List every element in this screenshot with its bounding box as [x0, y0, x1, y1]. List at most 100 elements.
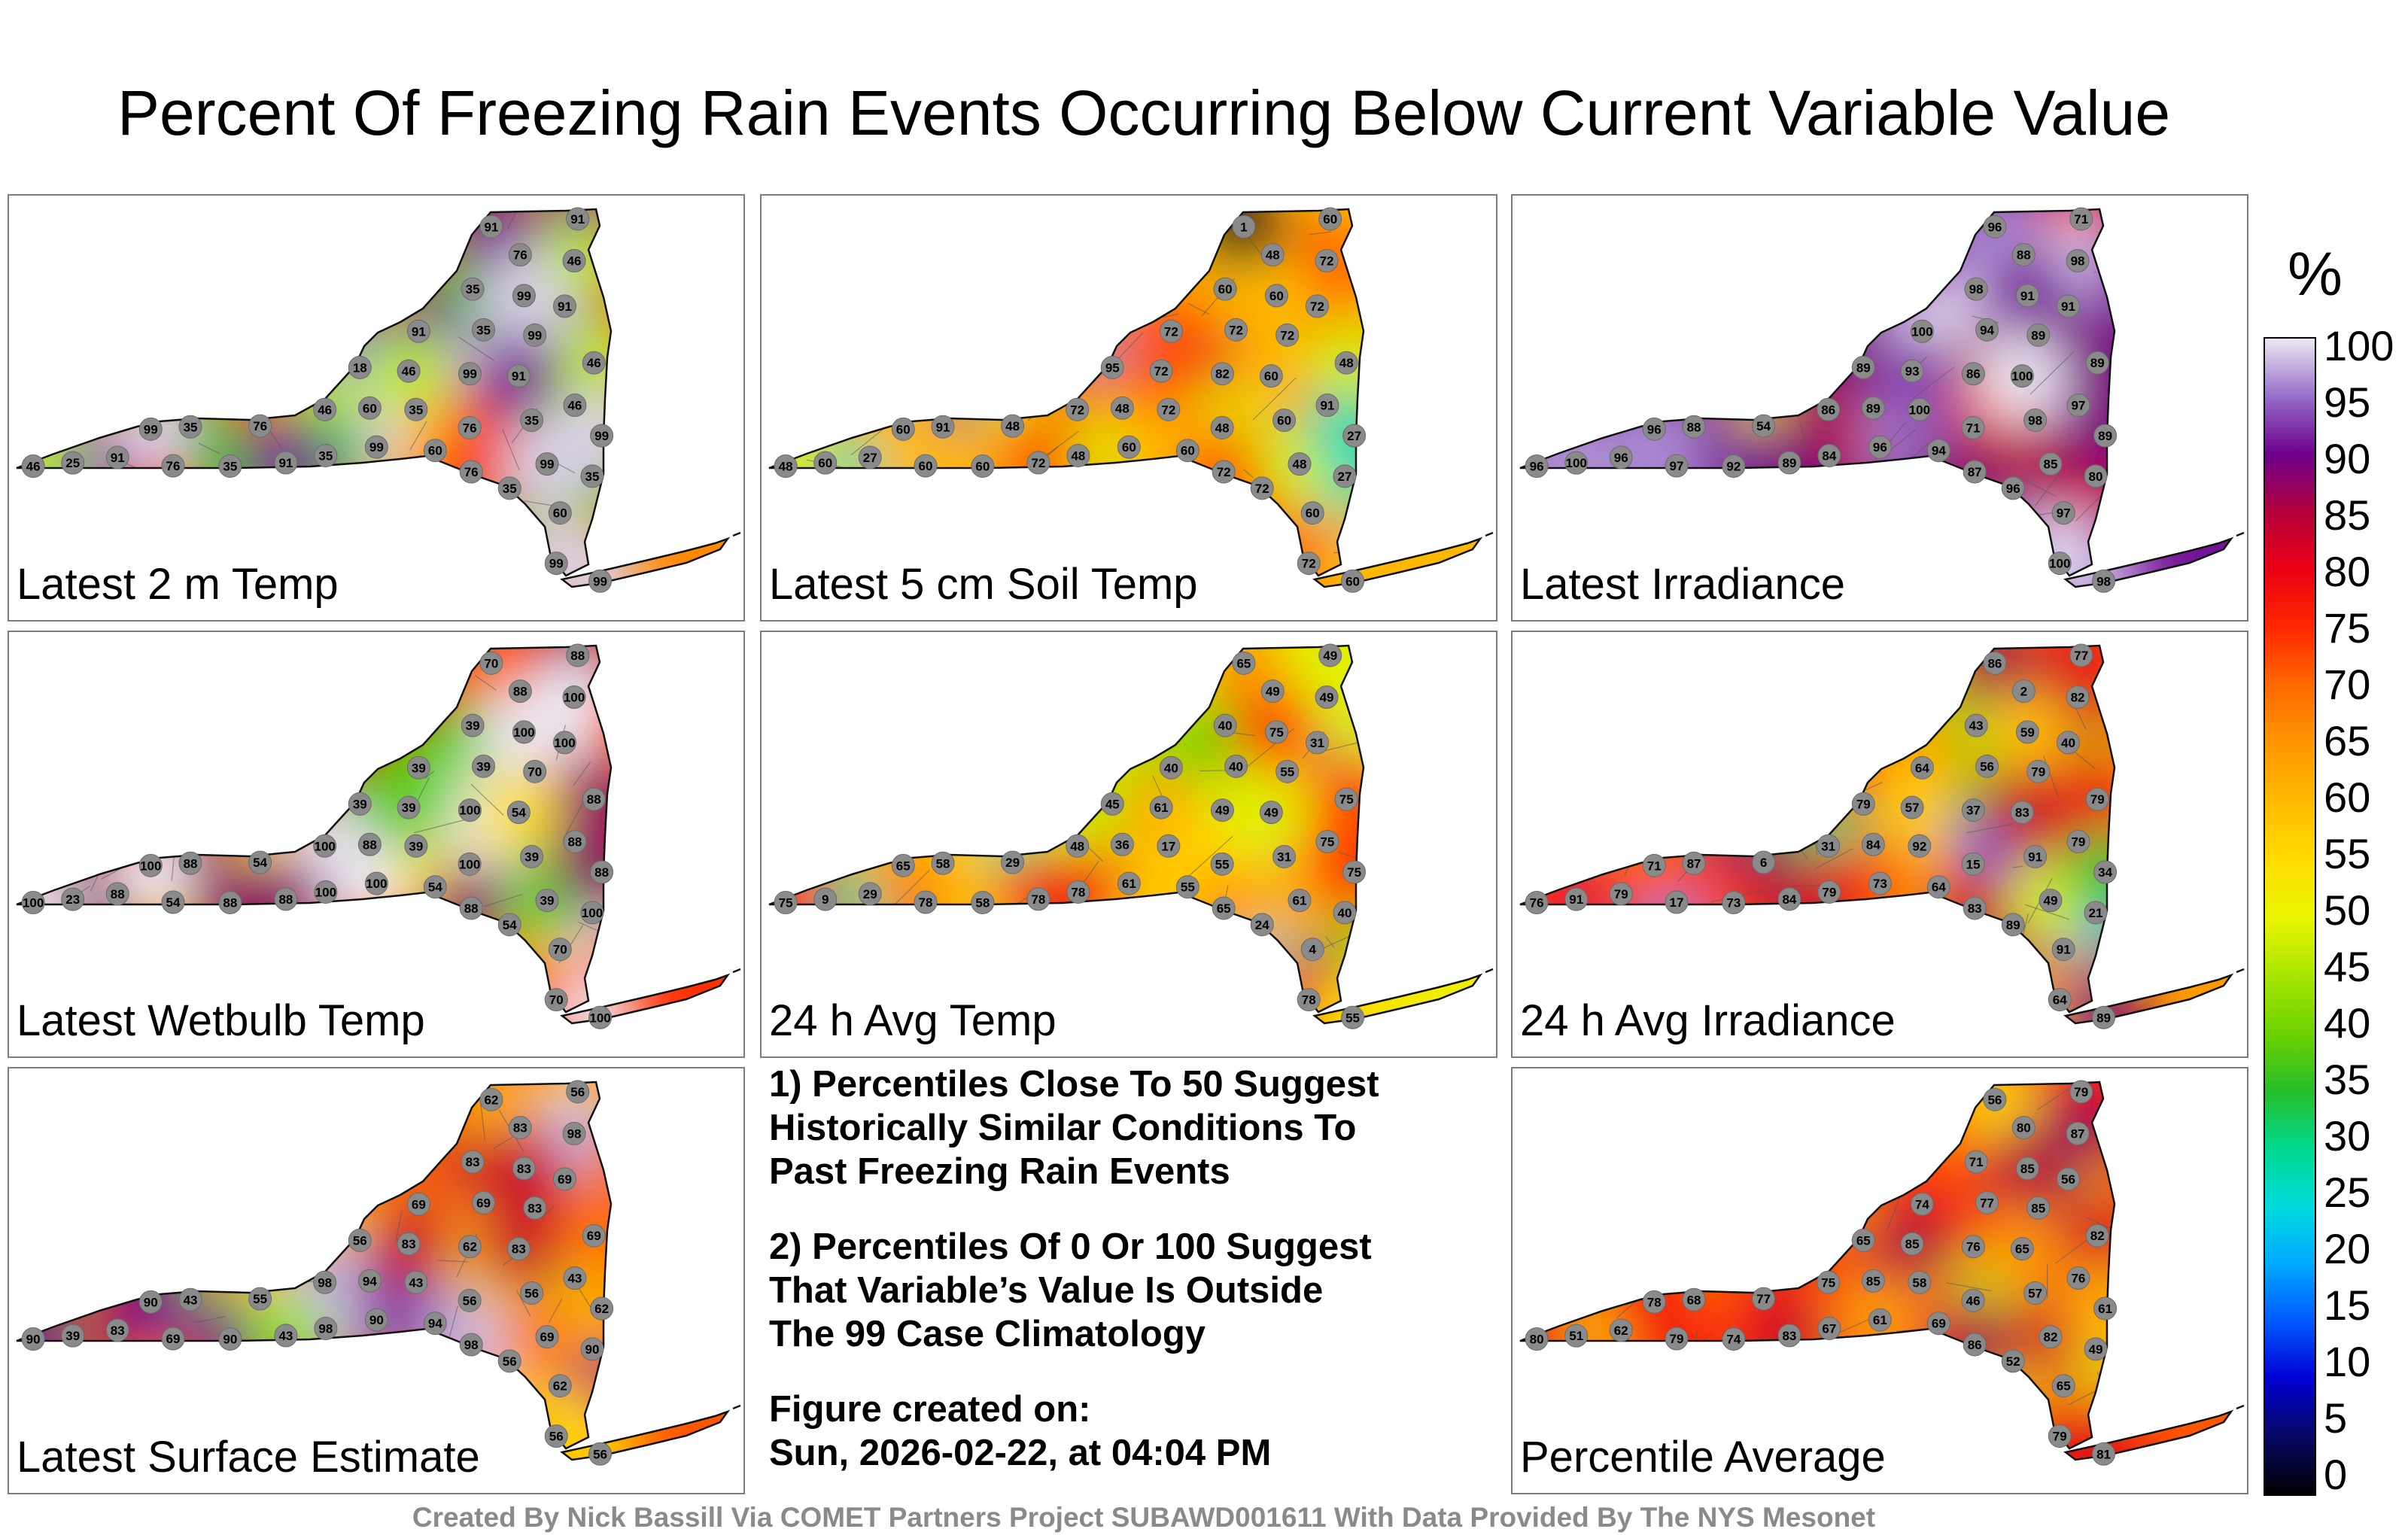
station-marker: 80 [1525, 1327, 1549, 1351]
station-marker: 56 [458, 1288, 482, 1312]
station-marker: 91 [1315, 394, 1339, 418]
station-marker: 95 [1100, 355, 1124, 379]
station-value: 99 [517, 289, 531, 303]
station-value: 40 [1229, 759, 1243, 774]
station-value: 100 [1566, 456, 1587, 470]
note-1-line-1: 1) Percentiles Close To 50 Suggest [769, 1064, 1379, 1105]
station-marker: 98 [562, 1122, 586, 1146]
station-marker: 91 [2015, 284, 2039, 308]
station-marker: 76 [2066, 1266, 2090, 1290]
station-value: 85 [2031, 1201, 2045, 1215]
station-marker: 96 [1868, 435, 1892, 459]
station-value: 93 [1905, 364, 1920, 378]
station-marker: 48 [1334, 351, 1358, 375]
station-marker: 69 [552, 1167, 576, 1191]
station-value: 60 [1269, 289, 1284, 303]
station-marker: 73 [1868, 871, 1892, 895]
station-value: 81 [2096, 1447, 2111, 1461]
station-marker: 84 [1817, 443, 1841, 467]
station-marker: 48 [1066, 834, 1090, 858]
created-label: Figure created on: [769, 1389, 1091, 1430]
station-value: 83 [466, 1155, 480, 1169]
station-marker: 77 [2069, 643, 2093, 667]
station-value: 78 [1031, 892, 1045, 907]
station-value: 60 [1218, 282, 1233, 296]
note-2-line-2: That Variable’s Value Is Outside [769, 1270, 1324, 1311]
station-value: 86 [1987, 656, 2002, 670]
station-marker: 29 [858, 882, 882, 906]
station-marker: 65 [2051, 1374, 2075, 1398]
station-value: 100 [2049, 557, 2070, 571]
colorbar-ticks: 100 95 90 85 80 75 70 65 60 55 50 45 40 35 30 25 20 15 10 5… [2324, 324, 2408, 1497]
station-value: 61 [1154, 801, 1169, 815]
station-marker: 75 [1334, 787, 1358, 811]
station-marker: 100 [458, 798, 482, 822]
station-value: 99 [369, 440, 384, 454]
station-marker: 88 [274, 887, 298, 911]
station-value: 37 [1966, 804, 1981, 818]
station-value: 70 [553, 943, 567, 957]
colorbar-tick-label: 30 [2324, 1112, 2371, 1160]
station-marker: 72 [1026, 451, 1050, 475]
station-value: 48 [1115, 401, 1130, 415]
station-value: 100 [23, 896, 44, 910]
station-marker: 49 [1259, 801, 1283, 825]
station-marker: 31 [1305, 731, 1329, 755]
station-marker: 31 [1817, 834, 1841, 858]
station-value: 87 [1968, 465, 1982, 479]
station-marker: 77 [1975, 1190, 1999, 1214]
station-value: 99 [549, 557, 564, 571]
station-value: 31 [1277, 850, 1291, 864]
station-value: 88 [111, 887, 125, 901]
station-value: 91 [570, 212, 585, 226]
station-value: 83 [2015, 806, 2029, 820]
station-value: 69 [412, 1197, 426, 1211]
station-marker: 79 [1665, 1327, 1689, 1351]
station-marker: 100 [364, 871, 388, 895]
station-value: 83 [528, 1201, 542, 1215]
station-marker: 91 [105, 445, 129, 470]
station-value: 48 [1293, 457, 1307, 472]
station-value: 97 [1670, 459, 1684, 473]
station-marker: 55 [1210, 852, 1234, 876]
station-value: 76 [2071, 1272, 2085, 1286]
station-value: 84 [1782, 892, 1796, 907]
station-value: 88 [464, 901, 479, 916]
station-marker: 35 [461, 277, 485, 301]
station-marker: 62 [1609, 1318, 1633, 1342]
station-value: 72 [1310, 299, 1324, 314]
station-value: 88 [513, 685, 528, 699]
station-value: 40 [2061, 736, 2075, 750]
station-value: 100 [1909, 403, 1930, 417]
station-value: 88 [278, 892, 293, 907]
station-marker: 86 [1817, 397, 1841, 421]
station-marker: 62 [548, 1374, 572, 1398]
station-value: 76 [464, 465, 479, 479]
panel-label: Latest Irradiance [1520, 560, 1846, 609]
station-value: 76 [1966, 1240, 1981, 1254]
station-marker: 56 [1975, 754, 1999, 778]
station-marker: 48 [1110, 396, 1134, 420]
station-value: 54 [512, 806, 526, 820]
station-value: 1 [1240, 220, 1247, 234]
station-marker: 46 [21, 454, 45, 479]
station-marker: 75 [1264, 720, 1288, 744]
station-marker: 89 [1861, 396, 1885, 420]
station-marker: 52 [2001, 1349, 2025, 1373]
station-marker: 78 [1066, 880, 1090, 904]
panel-label: Latest Wetbulb Temp [17, 996, 425, 1045]
station-value: 29 [1005, 856, 1020, 870]
station-marker: 73 [1722, 890, 1746, 914]
station-marker: 24 [1250, 913, 1274, 937]
station-marker: 88 [566, 643, 590, 667]
station-marker: 87 [1963, 460, 1987, 484]
station-marker: 84 [1777, 887, 1801, 911]
station-marker: 100 [1564, 451, 1589, 475]
station-marker: 98 [314, 1316, 338, 1340]
station-value: 40 [1164, 761, 1178, 775]
station-value: 88 [594, 865, 609, 880]
station-marker: 98 [2023, 408, 2048, 432]
station-marker: 100 [562, 685, 586, 710]
station-value: 29 [863, 887, 877, 901]
station-marker: 92 [1722, 454, 1746, 478]
